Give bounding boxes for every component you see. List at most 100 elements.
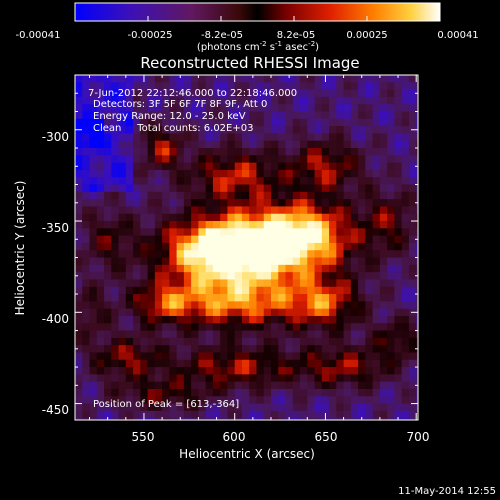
heatmap-cell	[162, 308, 170, 317]
heatmap-cell	[169, 330, 178, 339]
heatmap-cell	[125, 140, 134, 149]
heatmap-cell	[118, 126, 127, 134]
heatmap-cell	[133, 111, 141, 120]
heatmap-cell	[321, 199, 330, 207]
heatmap-cell	[227, 118, 236, 127]
heatmap-cell	[321, 118, 330, 127]
heatmap-cell	[358, 206, 366, 215]
heatmap-cell	[372, 367, 381, 375]
heatmap-cell	[125, 315, 134, 324]
heatmap-cell	[365, 140, 374, 149]
heatmap-cell	[154, 104, 163, 112]
heatmap-cell	[329, 418, 337, 420]
heatmap-cell	[234, 330, 243, 339]
heatmap-cell	[372, 410, 381, 419]
heatmap-cell	[241, 184, 250, 193]
heatmap-cell	[263, 294, 272, 302]
heatmap-cell	[271, 337, 279, 346]
heatmap-cell	[125, 184, 134, 193]
heatmap-cell	[111, 75, 119, 83]
heatmap-cell	[350, 250, 359, 258]
heatmap-cell	[263, 111, 272, 120]
heatmap-cell	[401, 272, 410, 280]
heatmap-cell	[372, 228, 381, 237]
heatmap-cell	[104, 82, 112, 90]
heatmap-cell	[198, 418, 207, 420]
heatmap-cell	[191, 323, 199, 331]
heatmap-cell	[408, 301, 417, 310]
heatmap-cell	[234, 206, 243, 215]
heatmap-cell	[111, 367, 119, 375]
heatmap-cell	[300, 272, 308, 280]
heatmap-cell	[162, 118, 170, 127]
heatmap-cell	[387, 250, 395, 258]
heatmap-cell	[162, 410, 170, 419]
info-time-range: 7-Jun-2012 22:12:46.000 to 22:18:46.000	[88, 88, 297, 99]
heatmap-cell	[169, 388, 178, 397]
heatmap-cell	[394, 315, 403, 324]
heatmap-cell	[321, 82, 330, 90]
heatmap-cell	[350, 148, 359, 156]
heatmap-cell	[408, 235, 417, 244]
heatmap-cell	[408, 177, 417, 185]
heatmap-cell	[183, 396, 192, 404]
heatmap-cell	[387, 388, 395, 397]
heatmap-cell	[343, 250, 352, 258]
heatmap-cell	[205, 199, 214, 207]
heatmap-cell	[133, 213, 141, 222]
heatmap-cell	[379, 162, 388, 171]
heatmap-cell	[365, 111, 374, 120]
heatmap-cell	[147, 199, 156, 207]
heatmap-cell	[365, 301, 374, 310]
heatmap-cell	[416, 403, 418, 412]
heatmap-cell	[263, 257, 272, 266]
heatmap-cell	[176, 133, 185, 142]
heatmap-cell	[307, 111, 315, 120]
heatmap-cell	[271, 148, 279, 156]
heatmap-cell	[133, 155, 141, 164]
colorbar-tick-label: -0.00025	[128, 30, 173, 41]
heatmap-cell	[234, 235, 243, 244]
heatmap-cell	[198, 410, 207, 419]
heatmap-cell	[234, 279, 243, 288]
heatmap-cell	[314, 250, 323, 258]
heatmap-cell	[154, 374, 163, 383]
heatmap-cell	[104, 272, 112, 280]
info-energy-range: Energy Range: 12.0 - 25.0 keV	[93, 111, 246, 122]
heatmap-cell	[96, 272, 105, 280]
heatmap-cell	[271, 242, 279, 251]
heatmap-cell	[234, 199, 243, 207]
heatmap-cell	[205, 286, 214, 295]
heatmap-cell	[307, 96, 315, 105]
heatmap-cell	[234, 403, 243, 412]
heatmap-cell	[82, 206, 90, 215]
heatmap-cell	[198, 323, 207, 331]
heatmap-cell	[292, 82, 301, 90]
heatmap-cell	[241, 323, 250, 331]
heatmap-cell	[198, 279, 207, 288]
heatmap-cell	[249, 242, 257, 251]
heatmap-cell	[307, 242, 315, 251]
heatmap-cell	[336, 301, 344, 310]
heatmap-cell	[118, 410, 127, 419]
heatmap-cell	[75, 89, 83, 98]
heatmap-cell	[125, 162, 134, 171]
heatmap-cell	[372, 89, 381, 98]
heatmap-cell	[96, 286, 105, 295]
heatmap-cell	[183, 337, 192, 346]
heatmap-cell	[329, 191, 337, 200]
heatmap-cell	[321, 315, 330, 324]
heatmap-cell	[125, 286, 134, 295]
heatmap-cell	[278, 169, 286, 178]
heatmap-cell	[125, 155, 134, 164]
heatmap-cell	[227, 308, 236, 317]
heatmap-cell	[104, 396, 112, 404]
heatmap-cell	[220, 213, 228, 222]
heatmap-cell	[191, 257, 199, 266]
heatmap-cell	[205, 388, 214, 397]
heatmap-cell	[372, 162, 381, 171]
heatmap-cell	[343, 89, 352, 98]
heatmap-cell	[89, 308, 98, 317]
heatmap-cell	[387, 323, 395, 331]
heatmap-cell	[379, 140, 388, 149]
